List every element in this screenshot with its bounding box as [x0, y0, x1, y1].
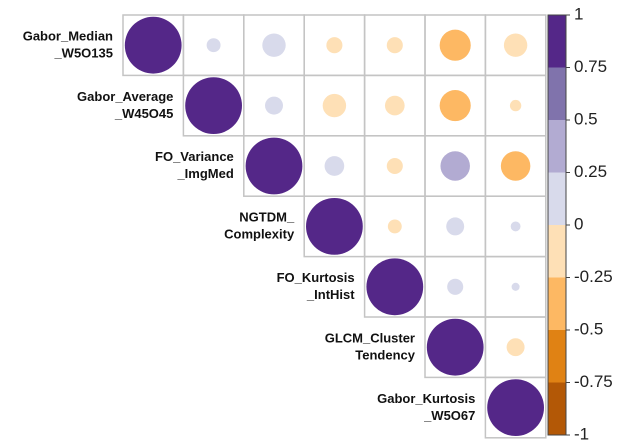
- corr-circle: [262, 33, 286, 57]
- corr-circle: [265, 96, 283, 115]
- corr-circle: [384, 95, 405, 116]
- corr-circle: [510, 221, 521, 232]
- variable-label: _W5O135: [53, 45, 113, 60]
- colorbar-bin: [548, 120, 566, 173]
- corr-circle: [386, 37, 403, 54]
- colorbar-bin: [548, 67, 566, 120]
- corr-circle: [324, 156, 345, 176]
- corr-circle: [506, 338, 525, 357]
- corr-circle: [326, 37, 343, 54]
- variable-label: Gabor_Median: [23, 28, 113, 43]
- cell: [484, 376, 547, 439]
- corr-circle: [124, 16, 182, 74]
- colorbar-tick-label: 0.5: [574, 109, 598, 128]
- colorbar-tick-label: -1: [574, 424, 589, 443]
- corr-circle: [386, 157, 403, 175]
- corr-circle: [511, 282, 520, 291]
- variable-label: _W45O45: [114, 106, 174, 121]
- colorbar-tick-label: 0.75: [574, 57, 607, 76]
- colorbar-bin: [548, 330, 566, 383]
- colorbar-tick-label: -0.75: [574, 372, 613, 391]
- corr-circle: [322, 93, 347, 118]
- variable-label: GLCM_Cluster: [325, 330, 415, 345]
- corr-circle: [500, 151, 531, 181]
- corr-circle: [509, 99, 522, 112]
- variable-label: Gabor_Average: [77, 89, 173, 104]
- corr-circle: [439, 29, 471, 61]
- corr-circle: [245, 137, 303, 195]
- corr-circle: [185, 77, 242, 134]
- colorbar-bin: [548, 15, 566, 68]
- variable-label: Tendency: [355, 347, 415, 362]
- corr-circle: [447, 278, 464, 295]
- corr-circle: [503, 33, 528, 57]
- variable-label: FO_Variance: [155, 149, 234, 164]
- variable-label: _IntHist: [306, 287, 355, 302]
- corr-circle: [426, 318, 484, 376]
- variable-label: NGTDM_: [239, 210, 295, 225]
- colorbar-tick-label: -0.25: [574, 267, 613, 286]
- variable-label: _ImgMed: [176, 166, 233, 181]
- colorbar-tick-label: 0.25: [574, 162, 607, 181]
- variable-label: Gabor_Kurtosis: [377, 391, 475, 406]
- corr-circle: [306, 198, 363, 255]
- colorbar-bin: [548, 382, 566, 435]
- corr-circle: [440, 151, 470, 181]
- corr-circle: [446, 217, 465, 236]
- colorbar-tick-label: 0: [574, 214, 583, 233]
- colorbar-bin: [548, 225, 566, 278]
- corr-circle: [366, 258, 424, 316]
- corr-circle: [487, 379, 544, 436]
- variable-label: _W5O67: [423, 408, 475, 423]
- corr-circle: [439, 90, 471, 122]
- corr-circle: [387, 219, 402, 234]
- colorbar-bin: [548, 172, 566, 225]
- corr-circle: [206, 38, 221, 53]
- variable-label: FO_Kurtosis: [277, 270, 355, 285]
- colorbar-bin: [548, 277, 566, 330]
- variable-label: Complexity: [224, 227, 295, 242]
- colorbar-tick-label: -0.5: [574, 319, 603, 338]
- colorbar-tick-label: 1: [574, 4, 583, 23]
